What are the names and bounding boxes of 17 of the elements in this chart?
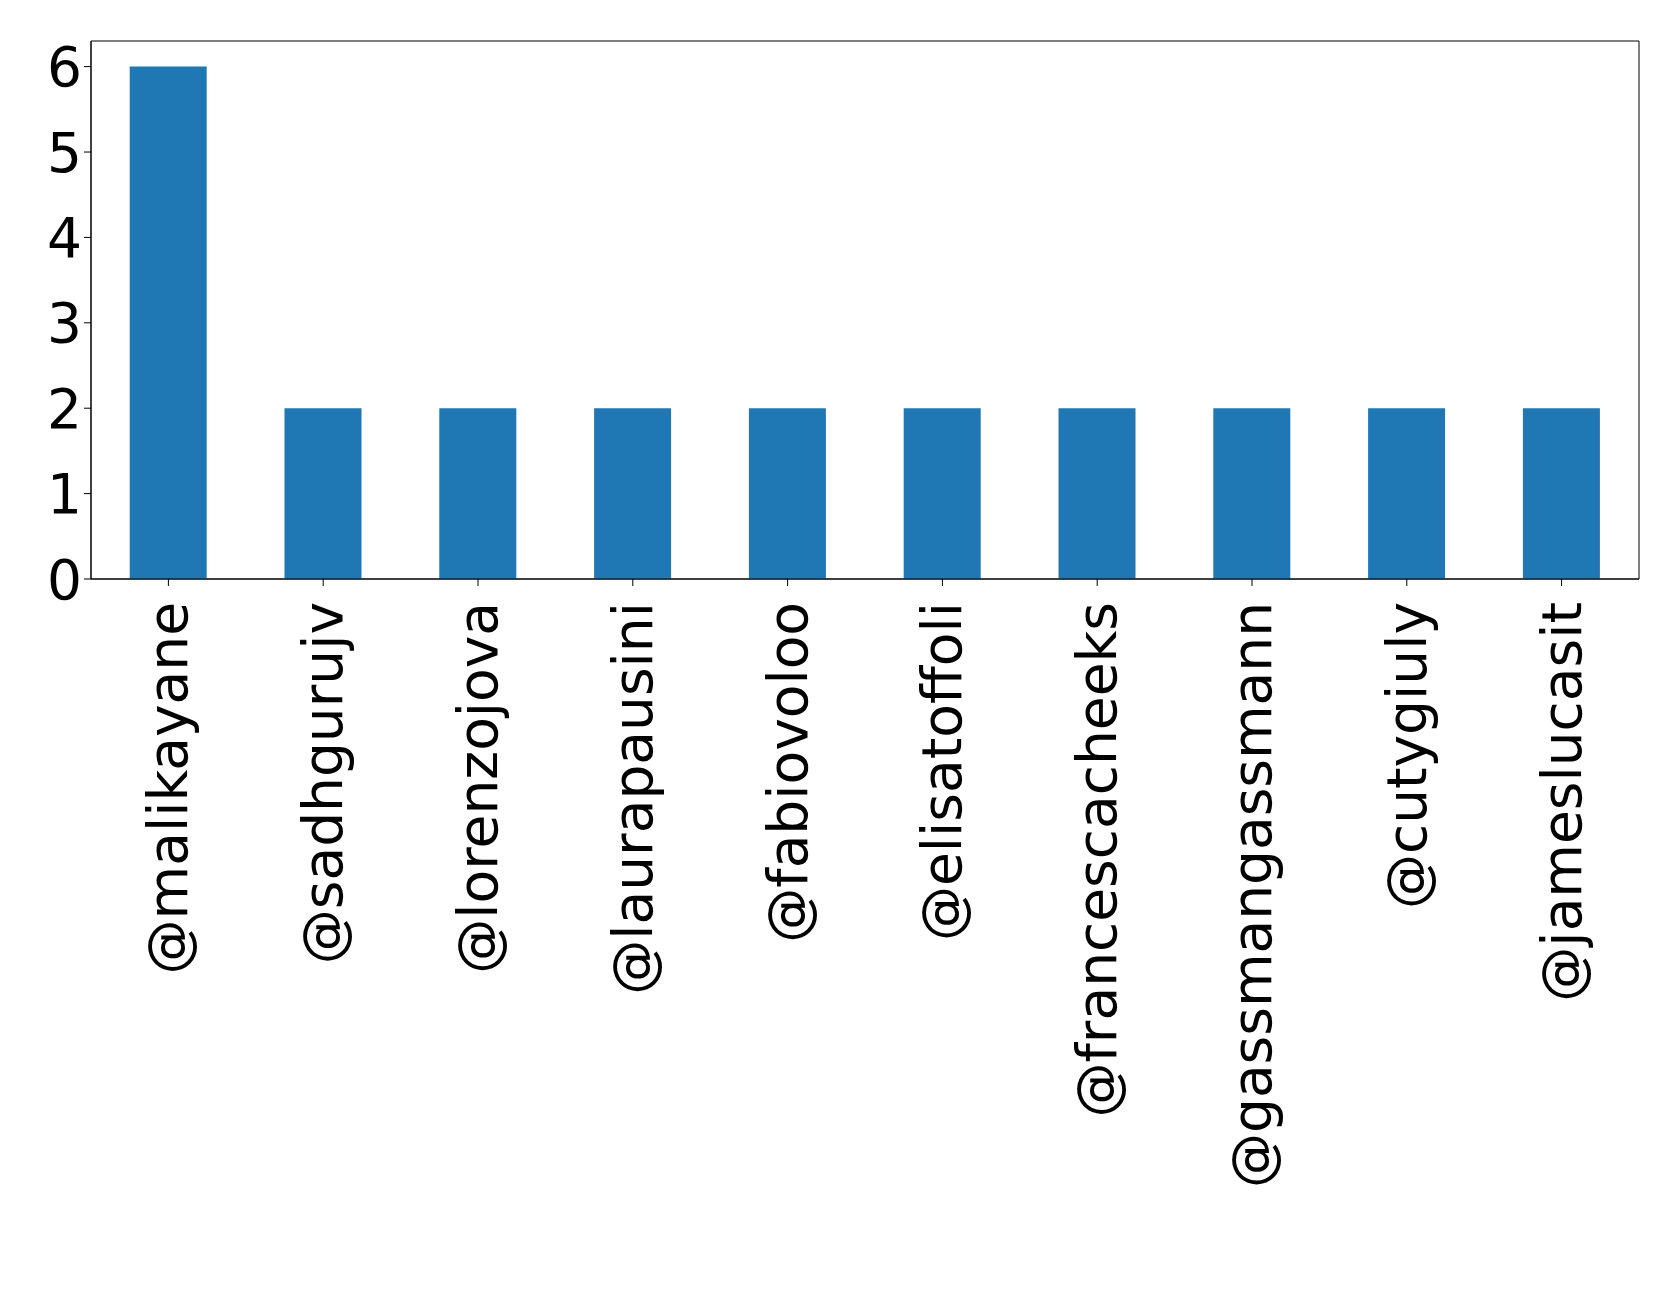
x-tick-label: @francescacheeks — [1065, 602, 1130, 1118]
y-tick-label: 0 — [47, 547, 82, 612]
y-tick-label: 1 — [47, 462, 82, 527]
x-tick-label: @laurapausini — [600, 602, 665, 995]
y-tick-label: 5 — [47, 120, 82, 185]
y-tick-label: 3 — [47, 291, 82, 356]
y-tick-label: 6 — [47, 35, 82, 100]
x-tick-label: @jameslucasit — [1529, 602, 1594, 1002]
x-tick-label: @gassmangassmann — [1220, 602, 1284, 1188]
x-tick-label: @sadhgurujv — [291, 602, 356, 965]
y-tick-label: 4 — [47, 205, 82, 270]
x-tick-label: @fabiovoloo — [755, 602, 820, 943]
x-tick-label: @lorenzojova — [446, 602, 510, 974]
x-tick-label: @malikayane — [136, 602, 201, 975]
x-tick-label: @elisatoffoli — [910, 602, 975, 942]
y-tick-label: 2 — [47, 376, 82, 441]
x-tick-label: @cutygiuly — [1374, 602, 1439, 910]
